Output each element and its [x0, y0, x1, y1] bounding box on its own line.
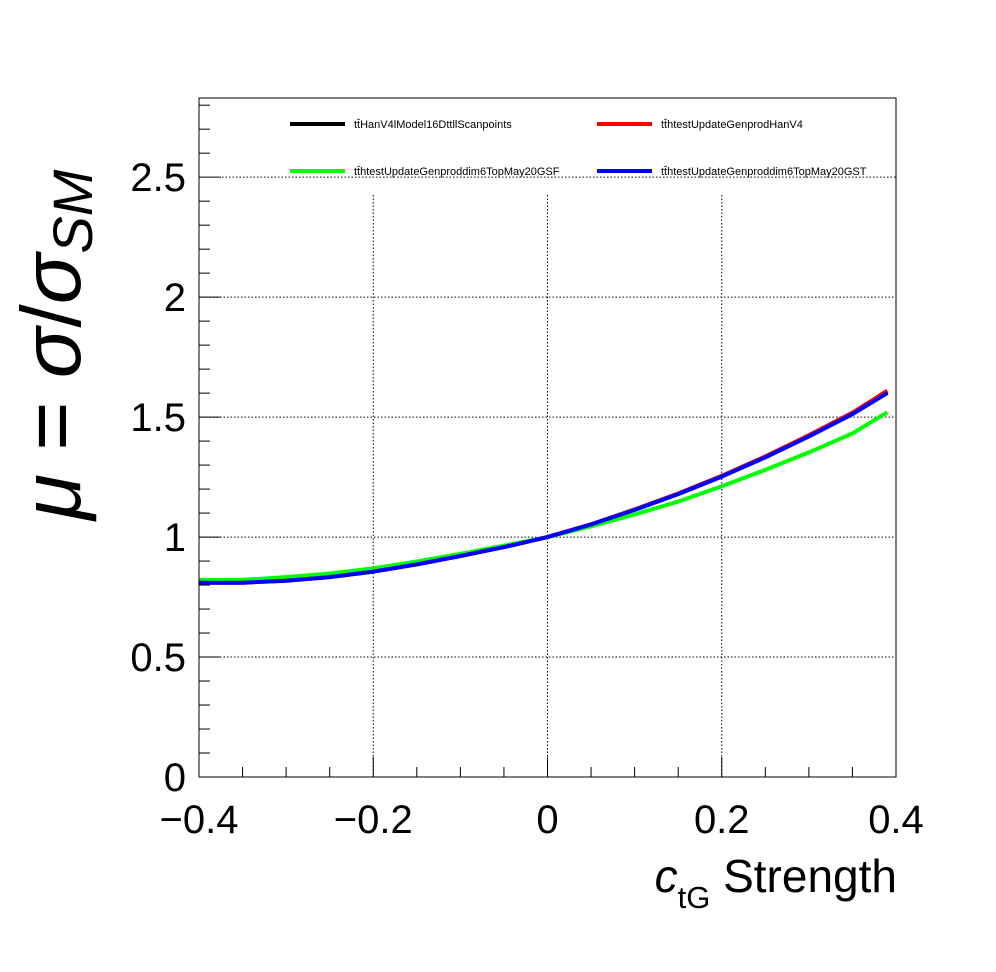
- x-axis-symbol: c: [655, 850, 678, 902]
- y-axis-equals: =: [4, 378, 98, 474]
- x-axis-label: ctG Strength: [655, 850, 897, 915]
- y-tick-label: 0: [164, 756, 186, 800]
- series-lines: [198, 389, 889, 585]
- legend-label-2: tt̄htestUpdateGenprodHanV4: [661, 119, 803, 131]
- x-axis-text: Strength: [710, 850, 897, 902]
- x-tick-label: 0: [536, 798, 558, 842]
- y-axis-label: μ = σ/σSM: [4, 169, 104, 522]
- series-line-4: [199, 391, 889, 585]
- y-tick-label: 2: [164, 276, 186, 320]
- y-tick-labels: 0 0.5 1 1.5 2 2.5: [130, 156, 186, 800]
- x-tick-label: 0.2: [694, 798, 750, 842]
- y-axis-sigma2: σ: [4, 250, 98, 304]
- x-axis-subscript: tG: [678, 880, 711, 915]
- y-axis-mu: μ: [4, 474, 98, 522]
- y-axis-slash: /: [4, 304, 98, 328]
- y-tick-label: 1: [164, 516, 186, 560]
- x-tick-label: −0.2: [334, 798, 413, 842]
- y-axis-subscript: SM: [41, 169, 104, 253]
- legend-label-4: tt̄htestUpdateGenproddim6TopMay20GST: [661, 166, 867, 178]
- x-tick-label: −0.4: [160, 798, 239, 842]
- legend-label-3: tt̄htestUpdateGenproddim6TopMay20GSF: [354, 166, 560, 178]
- legend: tt̄HanV4lModel16DttllScanpoints tt̄htestU…: [290, 119, 867, 178]
- axis-ticks: [198, 104, 897, 778]
- legend-label-1: tt̄HanV4lModel16DttllScanpoints: [354, 119, 512, 131]
- y-tick-label: 0.5: [130, 636, 186, 680]
- y-axis-sigma: σ: [4, 324, 98, 378]
- x-tick-label: 0.4: [868, 798, 924, 842]
- x-tick-labels: −0.4 −0.2 0 0.2 0.4: [160, 798, 924, 842]
- y-tick-label: 1.5: [130, 396, 186, 440]
- y-tick-label: 2.5: [130, 156, 186, 200]
